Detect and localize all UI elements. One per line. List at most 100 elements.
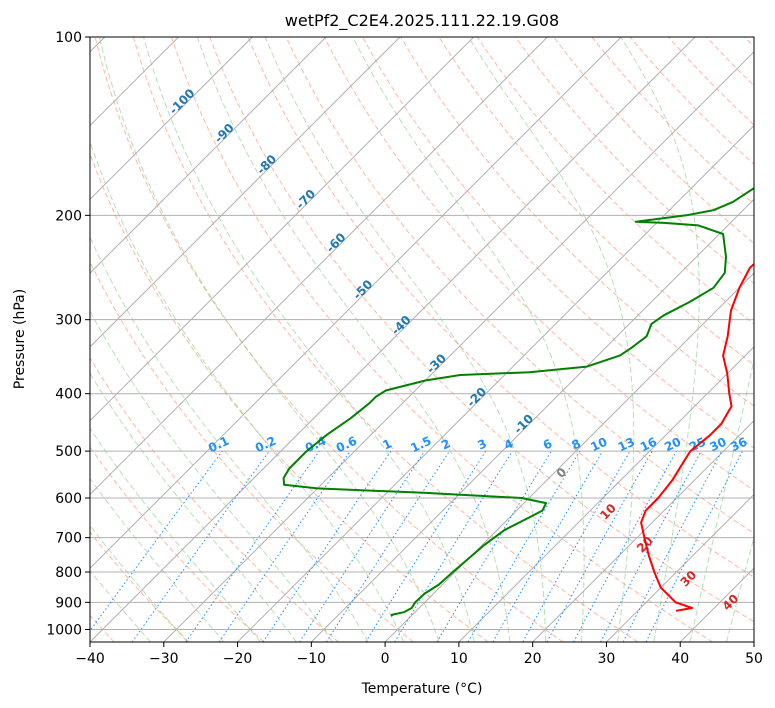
moist-adiabat [689, 356, 754, 642]
isotherm-line [606, 493, 754, 642]
mixing-ratio-label: 10 [588, 435, 609, 455]
x-axis-label: Temperature (°C) [361, 681, 483, 697]
mixing-ratio-label: 6 [541, 436, 554, 452]
y-tick-label: 300 [55, 313, 82, 329]
mixing-ratio-label: 1.5 [408, 434, 433, 456]
isotherm-label: -10 [511, 411, 536, 436]
mixing-ratio-label: 2 [439, 436, 452, 452]
x-tick-label: 40 [671, 651, 689, 667]
mixing-ratio-line [394, 450, 513, 642]
isotherm-line [753, 641, 754, 642]
mixing-ratio-line [546, 450, 653, 642]
x-tick-label: 50 [745, 651, 763, 667]
moist-adiabat [90, 372, 297, 642]
mixing-ratio-line [645, 450, 743, 642]
x-axis: −40 −30 −20 −10 0 10 20 30 40 50 [75, 642, 763, 667]
isotherm-label: -80 [254, 152, 279, 177]
dry-adiabat [132, 37, 639, 642]
dry-adiabat [629, 37, 754, 165]
mixing-ratio-label: 0.6 [334, 434, 359, 456]
dry-adiabat [438, 37, 754, 366]
moist-adiabat [90, 569, 151, 642]
isotherm-line [310, 198, 754, 642]
mixing-ratio-label: 4 [502, 436, 515, 452]
dry-adiabat [706, 37, 754, 87]
mixing-ratio-line [573, 450, 677, 642]
dewpoint-profile [282, 186, 754, 617]
x-tick-label: −40 [75, 651, 105, 667]
moist-adiabat [352, 37, 585, 642]
plot-area: 0.1 0.2 0.4 0.6 1 1.5 2 3 4 6 8 10 13 16 20 25 30 36-100-… [90, 37, 754, 642]
dry-adiabat [285, 37, 754, 534]
moist-adiabat [143, 37, 475, 642]
moist-adiabat [620, 37, 700, 642]
x-tick-label: −10 [297, 651, 327, 667]
moist-adiabat [90, 524, 188, 642]
mixing-ratio-line [90, 450, 223, 632]
isotherm-line [458, 346, 754, 642]
dry-adiabat [247, 37, 754, 578]
mixing-ratio-label: 3 [475, 436, 488, 452]
y-tick-label: 1000 [46, 622, 82, 638]
moist-adiabat [468, 37, 635, 642]
mixing-ratio-label: 0.2 [253, 434, 278, 456]
mixing-ratio-label: 30 [707, 435, 728, 455]
mixing-ratio-label: 1 [380, 436, 393, 452]
mixing-ratio-line [325, 450, 450, 642]
chart-title: wetPf2_C2E4.2025.111.22.19.G08 [285, 11, 559, 31]
dry-adiabat [400, 37, 754, 407]
y-tick-label: 200 [55, 208, 82, 224]
plot-frame [89, 36, 755, 643]
y-tick-label: 400 [55, 387, 82, 403]
isotherm-line [384, 272, 754, 642]
moist-adiabat [90, 427, 261, 642]
moist-adiabat [90, 310, 333, 642]
moist-adiabat [264, 37, 547, 642]
x-tick-label: 10 [450, 651, 468, 667]
x-tick-label: −30 [149, 651, 179, 667]
isotherm-label: -30 [424, 351, 449, 376]
isotherm-label: -50 [350, 277, 375, 302]
dry-adiabat [171, 37, 713, 642]
isotherm-line [163, 51, 754, 642]
isotherm-line [532, 419, 754, 642]
mixing-ratio-line [218, 450, 351, 642]
x-tick-label: −20 [223, 651, 253, 667]
mixing-ratio-label: 16 [638, 435, 659, 455]
moist-adiabat [90, 235, 369, 642]
dry-adiabat [209, 37, 754, 623]
isotherm-line [237, 124, 754, 642]
isotherm-line [90, 37, 327, 274]
y-tick-label: 100 [55, 30, 82, 46]
y-tick-label: 900 [55, 595, 82, 611]
isotherm-label: -100 [166, 86, 197, 117]
dry-adiabat [553, 37, 754, 245]
mixing-ratio-line [131, 450, 270, 642]
mixing-ratio-label: 20 [662, 435, 683, 455]
dry-adiabat [667, 37, 754, 126]
dry-adiabat [90, 531, 190, 642]
y-tick-label: 800 [55, 565, 82, 581]
mixing-ratio-label: 13 [616, 435, 637, 455]
mixing-ratio-line [262, 450, 392, 642]
dry-adiabat [744, 37, 754, 48]
moist-adiabat-label: 0 [554, 465, 570, 481]
moist-adiabat [90, 477, 225, 642]
isotherm-line [90, 37, 253, 201]
temperature-profile [640, 262, 754, 612]
mixing-ratio-label: 0.1 [206, 434, 231, 456]
isotherm-line [90, 37, 401, 348]
dry-adiabat [476, 37, 754, 325]
dry-adiabat [323, 37, 754, 491]
mixing-ratio-line [299, 450, 426, 642]
isotherm-label: -40 [388, 313, 413, 338]
dry-adiabat [90, 152, 489, 642]
isotherm-label: -60 [323, 230, 348, 255]
mixing-ratio-line [185, 450, 320, 642]
mixing-ratio-label: 36 [728, 435, 749, 455]
isotherm-line [90, 37, 622, 569]
dry-adiabat [362, 37, 754, 449]
y-tick-label: 500 [55, 444, 82, 460]
mixing-ratio-line [522, 450, 631, 642]
moist-adiabat-label: 10 [597, 501, 619, 523]
